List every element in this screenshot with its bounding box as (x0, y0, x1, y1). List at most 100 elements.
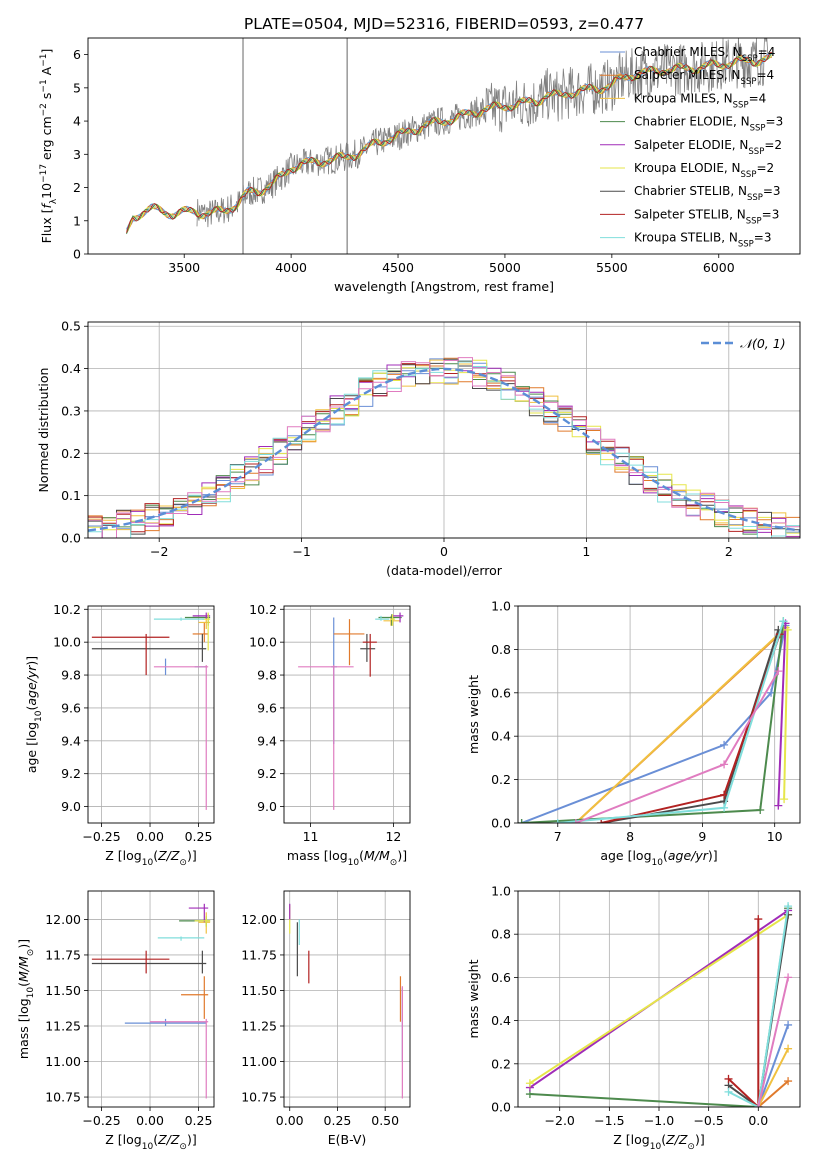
weight-series (757, 1080, 789, 1107)
weight-marker (784, 1044, 793, 1053)
y-tick-label: 9.8 (257, 668, 277, 683)
x-tick-label: 5000 (489, 260, 521, 275)
weight-marker (756, 805, 765, 814)
error-point (390, 614, 396, 626)
x-tick-label: −0.25 (82, 829, 120, 844)
y-tick-label: 3 (73, 147, 81, 162)
legend-sub: SSP (747, 193, 763, 203)
legend-text: Kroupa MILES, N (634, 91, 733, 105)
y-tick-label: 4 (73, 114, 81, 129)
histogram-series (88, 357, 800, 538)
legend-text: Salpeter STELIB, N (634, 207, 746, 221)
y-tick-label: 11.25 (45, 1019, 81, 1034)
weight-marker (784, 902, 793, 911)
y-tick-label: 0.4 (491, 729, 511, 744)
error-point (124, 1018, 207, 1026)
x-tick-label: 0.25 (185, 1113, 213, 1128)
y-tick-label: 9.0 (61, 799, 81, 814)
weight-marker (780, 795, 789, 804)
x-tick-label: −1.0 (644, 1113, 674, 1128)
plot-area (298, 612, 404, 810)
x-tick-label: −0.5 (693, 1113, 723, 1128)
y-tick-label: 9.0 (257, 799, 277, 814)
axes-frame (283, 605, 411, 824)
x-tick-label: 8 (626, 829, 634, 844)
y-tick-label: 0.1 (61, 488, 81, 503)
label-part: E(B-V) (328, 1132, 367, 1147)
weight-marker (784, 1020, 793, 1029)
error-point (194, 916, 211, 927)
weight_vs_Z-chart: −2.0 −1.5 −1.0 −0.5 0.0 0.0 0.2 0.4 0.6 0.8 1.0 Z [… (466, 884, 801, 1152)
y-tick-label: 11.00 (45, 1054, 81, 1069)
axes-frame (283, 890, 411, 1108)
legend-sub: SSP (750, 124, 766, 134)
x-tick-label: 11 (303, 829, 319, 844)
label-part: Z/Z (157, 848, 180, 863)
error-point (91, 950, 170, 974)
legend-tail: =3 (766, 115, 784, 129)
axes-frame (87, 605, 215, 824)
error-point (153, 617, 205, 621)
x-tick-label: 6000 (703, 260, 735, 275)
x-tick-label: −0.25 (82, 1113, 120, 1128)
legend-label: Chabrier STELIB, NSSP=3 (634, 184, 781, 203)
x-tick-label: 9 (698, 829, 706, 844)
label-part: −2 (39, 103, 49, 116)
legend-tail: =2 (764, 138, 782, 152)
error-point (375, 615, 390, 621)
weight-marker (779, 617, 788, 626)
label-part: age [log (24, 722, 39, 773)
error-point (298, 665, 354, 810)
label-part: ] (39, 49, 54, 54)
legend-tail: =3 (754, 231, 772, 245)
label-part: erg cm (39, 116, 54, 164)
y-tick-label: 0.4 (61, 361, 81, 376)
spectrum-chart: 3500 4000 4500 5000 5500 6000 0 1 2 3 4 5 6 wavelengt… (39, 37, 801, 294)
label-part: −17 (39, 164, 49, 183)
label-part: Z [log (613, 1132, 649, 1147)
label-part: Z/Z (157, 1132, 180, 1147)
label-part: Normed distribution (36, 368, 51, 493)
label-part: )] (187, 1132, 197, 1147)
label-part: (data-model)/error (386, 563, 503, 578)
y-axis-label: mass weight (466, 675, 481, 754)
error-point (181, 976, 209, 1019)
figure-title: PLATE=0504, MJD=52316, FIBERID=0593, z=0… (244, 15, 644, 33)
plot-area (518, 617, 792, 823)
plot-area (91, 903, 211, 1099)
y-tick-label: 10.0 (53, 635, 81, 650)
x-tick-label: 0 (440, 544, 448, 559)
x-axis-label: age [log10(age/yr)] (600, 848, 717, 868)
label-part: s (39, 93, 54, 104)
y-tick-label: 5 (73, 80, 81, 95)
error-point (362, 633, 377, 677)
x-tick-label: 0.25 (185, 829, 213, 844)
label-part: f (39, 203, 54, 209)
y-tick-label: 0.0 (491, 1100, 511, 1115)
x-axis-label: Z [log10(Z/Z⊙)] (105, 848, 196, 868)
weight-marker (774, 801, 783, 810)
legend-sub: SSP (748, 147, 764, 157)
y-tick-label: 10.2 (249, 602, 277, 617)
legend-sub: SSP (741, 77, 757, 87)
label-part: )] (397, 848, 407, 863)
y-axis-label: Flux [fλ10−17 erg cm−2 s−1 A−1] (39, 49, 59, 244)
legend-text: Kroupa STELIB, N (634, 231, 738, 245)
label-part: age [log (600, 848, 651, 863)
x-tick-label: −2 (150, 544, 168, 559)
label-part: ⊙ (179, 1142, 187, 1152)
label-part: )] (24, 656, 39, 666)
y-tick-label: 11.25 (241, 1019, 277, 1034)
label-part: ( (24, 706, 39, 711)
y-axis-label: mass [log10(M/M⊙)] (16, 939, 36, 1059)
legend-label: Kroupa ELODIE, NSSP=2 (634, 161, 774, 180)
plot-area (126, 38, 773, 254)
x-tick-label: 0.00 (276, 1113, 304, 1128)
x-tick-label: −1 (292, 544, 310, 559)
legend-label: Salpeter ELODIE, NSSP=2 (634, 138, 782, 157)
legend-text: Chabrier STELIB, N (634, 184, 747, 198)
y-tick-label: 0.2 (491, 1056, 511, 1071)
axes-frame (87, 890, 215, 1108)
plot-area (525, 902, 793, 1107)
legend-tail: =3 (762, 207, 780, 221)
